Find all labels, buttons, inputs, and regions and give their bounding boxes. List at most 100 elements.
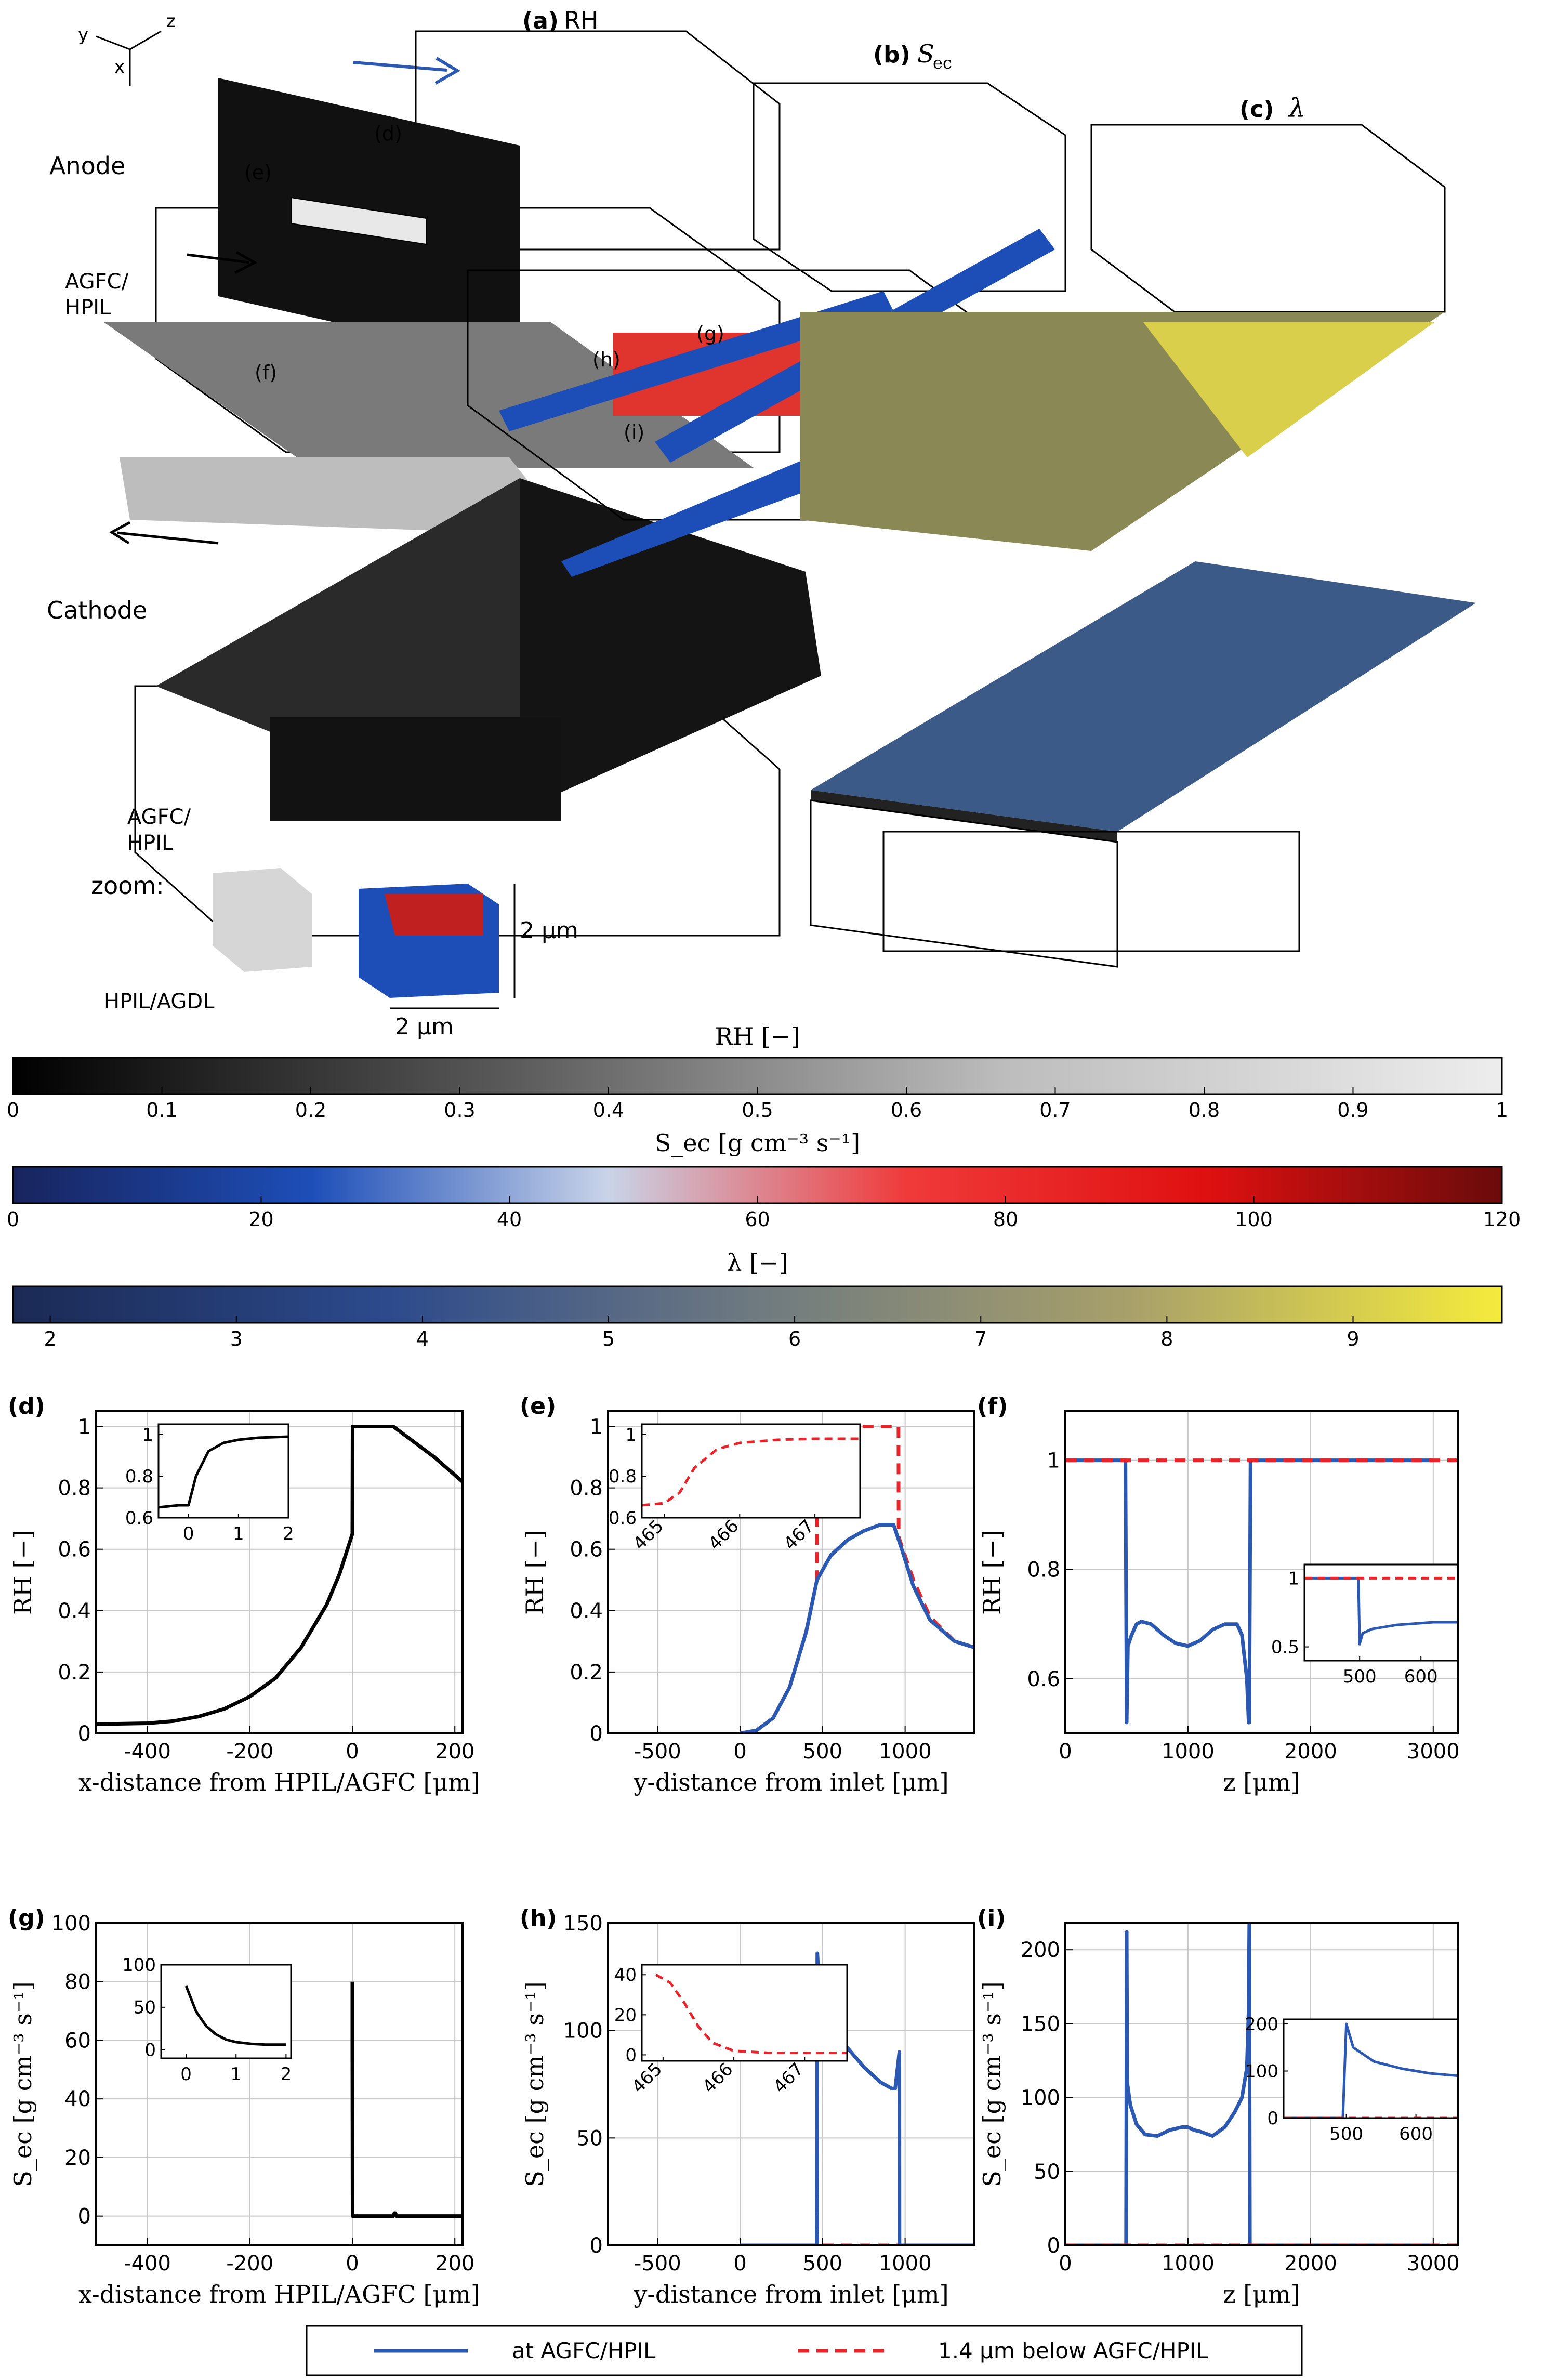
plot-g-xticklabel-2: 0 bbox=[346, 2252, 359, 2276]
plot-f-xticklabel-2: 2000 bbox=[1284, 1740, 1337, 1764]
anode-label: Anode bbox=[49, 152, 125, 180]
plot-f-inset-bg bbox=[1304, 1564, 1458, 1661]
colorbar-title-2: λ [−] bbox=[727, 1248, 788, 1277]
plot-g-inset-series bbox=[184, 1985, 286, 2046]
colorbar-ticklabel-0-7: 0.7 bbox=[1039, 1099, 1071, 1122]
plot-h-xticklabel-2: 500 bbox=[803, 2252, 842, 2276]
plot-g-yticklabel-1: 20 bbox=[64, 2146, 91, 2170]
plot-i-series bbox=[1065, 1923, 1458, 2245]
plot-d-yticklabel-1: 0.2 bbox=[58, 1661, 91, 1685]
plot-e-xlabel: y-distance from inlet [μm] bbox=[633, 1768, 948, 1796]
plot-f-inset-yticklabel-1: 1 bbox=[1288, 1568, 1299, 1589]
plot-d-inset-xticklabel-2: 2 bbox=[283, 1523, 294, 1544]
plot-d-yticklabel-3: 0.6 bbox=[58, 1538, 91, 1562]
plot-e-line-1 bbox=[740, 1523, 974, 1733]
plot-d-frame bbox=[95, 1410, 464, 1734]
colorbar-ticklabel-2-5: 7 bbox=[974, 1327, 987, 1350]
panel-b-label: (b) bbox=[873, 42, 910, 68]
slice-g: (g) bbox=[696, 322, 724, 345]
plot-g-inset-yticklabel-0: 0 bbox=[144, 2040, 156, 2061]
inlet-arrow bbox=[353, 61, 447, 72]
plot-e-yticklabel-0: 0 bbox=[590, 1722, 603, 1746]
sec-band-1 bbox=[499, 291, 894, 431]
plot-d-xticklabel-1: -200 bbox=[226, 1740, 273, 1764]
zoom-hpil-agdl: HPIL/AGDL bbox=[104, 990, 215, 1014]
plot-f-xticklabel-1: 1000 bbox=[1162, 1740, 1215, 1764]
plot-d-inset: 0 1 2 0.6 0.8 1 bbox=[125, 1423, 294, 1544]
plot-d-xticklabel-2: 0 bbox=[346, 1740, 359, 1764]
anode-arrow bbox=[187, 253, 250, 264]
plot-g-yticklabel-0: 0 bbox=[78, 2205, 91, 2229]
panel-a-title: RH bbox=[564, 6, 599, 34]
triad-z: z bbox=[166, 11, 176, 32]
colorbar-ticklabel-1-0: 0 bbox=[7, 1208, 19, 1231]
plot-f-ylabel: RH [−] bbox=[978, 1530, 1006, 1615]
plot-g-xticklabel-0: -400 bbox=[124, 2252, 171, 2276]
zoom-agfc-2: HPIL bbox=[127, 831, 174, 855]
plot-i-yticklabel-0: 0 bbox=[1047, 2234, 1060, 2258]
plot-e-inset-bg bbox=[642, 1424, 860, 1518]
plot-h-inset-yticklabel-2: 40 bbox=[614, 1965, 637, 1985]
plot-f-yticklabel-2: 1 bbox=[1047, 1449, 1060, 1473]
plot-i-inset-line-0 bbox=[1284, 2022, 1458, 2118]
plot-i-label: (i) bbox=[977, 1905, 1006, 1931]
slice-i: (i) bbox=[624, 421, 644, 444]
plot-d-inset-yticklabel-0: 0.6 bbox=[125, 1508, 153, 1529]
plot-e-xticklabel-0: -500 bbox=[634, 1740, 681, 1764]
colorbar-title-1: S_ec [g cm⁻³ s⁻¹] bbox=[655, 1129, 860, 1157]
plot-f-xticklabel-0: 0 bbox=[1059, 1740, 1072, 1764]
axes-triad bbox=[96, 30, 162, 86]
plot-g-inset-line-0 bbox=[184, 1985, 286, 2046]
plot-i-yticklabel-4: 200 bbox=[1021, 1938, 1060, 1962]
plot-h-yticklabel-1: 50 bbox=[576, 2126, 603, 2150]
slice-h: (h) bbox=[592, 348, 621, 371]
plot-g-inset-xticklabel-1: 1 bbox=[230, 2064, 242, 2085]
plot-f-series bbox=[1065, 1458, 1458, 1725]
plot-d-inset-frame bbox=[157, 1423, 289, 1519]
plot-e-xticklabel-3: 1000 bbox=[879, 1740, 932, 1764]
plot-i-inset-bg bbox=[1284, 2019, 1458, 2118]
colorbars: RH [−] 0 0.1 0.2 0.3 0.4 0.5 0.6 0.7 0.8 0.9 1 S_ec … bbox=[7, 1022, 1521, 1350]
plot-g-inset-xticklabel-0: 0 bbox=[180, 2064, 192, 2085]
plot-g-inset-yticklabel-1: 50 bbox=[134, 1997, 156, 2018]
plot-e-inset-frame bbox=[641, 1423, 861, 1519]
plot-e-ylabel: RH [−] bbox=[521, 1530, 549, 1615]
zoom-cube-rh bbox=[213, 868, 312, 972]
plot-e-inset-yticklabel-0: 0.6 bbox=[609, 1508, 637, 1529]
scene-3d: y z x bbox=[78, 11, 1476, 1009]
colorbar-ticklabel-0-9: 0.9 bbox=[1337, 1099, 1368, 1122]
plot-h-ylabel: S_ec [g cm⁻³ s⁻¹] bbox=[521, 1981, 549, 2187]
plot-e-inset-line-0 bbox=[642, 1437, 860, 1507]
plot-i-xticklabel-0: 0 bbox=[1059, 2252, 1072, 2276]
colorbar-ticklabel-0-5: 0.5 bbox=[742, 1099, 773, 1122]
plot-f: 0 1000 2000 3000 0.6 0.8 1 (f) z [μm] RH [−] 500 60… bbox=[977, 1393, 1460, 1796]
plot-d-inset-xticklabel-0: 0 bbox=[183, 1523, 194, 1544]
plot-e-yticklabel-3: 0.6 bbox=[570, 1538, 603, 1562]
triad-x: x bbox=[114, 57, 125, 77]
plot-d-inset-bg bbox=[159, 1424, 288, 1518]
plot-e-series bbox=[740, 1425, 974, 1733]
plot-f-xlabel: z [μm] bbox=[1223, 1768, 1300, 1796]
plot-i-inset-series bbox=[1284, 2022, 1458, 2118]
colorbar-ticklabel-0-2: 0.2 bbox=[295, 1099, 326, 1122]
plot-f-yticklabel-1: 0.8 bbox=[1027, 1558, 1060, 1582]
colorbar-ticklabel-2-1: 3 bbox=[230, 1327, 243, 1350]
plot-h-xlabel: y-distance from inlet [μm] bbox=[633, 2280, 948, 2308]
plot-g-yticklabel-2: 40 bbox=[64, 2087, 91, 2111]
plot-d-inset-series bbox=[159, 1435, 288, 1509]
plot-g-label: (g) bbox=[8, 1905, 45, 1931]
colorbar-ticklabel-2-7: 9 bbox=[1347, 1327, 1359, 1350]
agfc-label-2: HPIL bbox=[65, 296, 111, 320]
plot-f-label: (f) bbox=[977, 1393, 1008, 1419]
plot-h-xticklabel-1: 0 bbox=[733, 2252, 746, 2276]
plot-e-inset-yticklabel-2: 1 bbox=[625, 1425, 637, 1445]
plot-e-inset-yticklabel-1: 0.8 bbox=[609, 1466, 637, 1487]
plot-i-inset-yticklabel-2: 200 bbox=[1245, 2014, 1278, 2035]
plot-h-inset-frame bbox=[641, 1964, 848, 2062]
colorbar-ticklabel-2-0: 2 bbox=[44, 1327, 57, 1350]
colorbar-title-0: RH [−] bbox=[715, 1022, 800, 1050]
plot-g-inset: 0 1 2 0 50 100 bbox=[122, 1955, 292, 2085]
colorbar-ticklabel-1-4: 80 bbox=[993, 1208, 1018, 1231]
plot-i-inset-xticklabel-0: 500 bbox=[1329, 2124, 1363, 2145]
sec-wireframe-top bbox=[753, 82, 1066, 292]
